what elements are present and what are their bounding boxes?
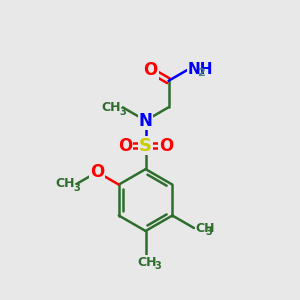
Text: N: N <box>139 112 152 130</box>
Text: 3: 3 <box>119 107 126 117</box>
Text: CH: CH <box>102 101 121 114</box>
Text: NH: NH <box>188 62 213 77</box>
Text: O: O <box>90 163 104 181</box>
Text: O: O <box>118 136 132 154</box>
Text: 3: 3 <box>206 227 213 237</box>
Text: CH: CH <box>196 221 215 235</box>
Text: O: O <box>159 136 173 154</box>
Text: 3: 3 <box>154 261 161 271</box>
Text: 2: 2 <box>197 68 205 78</box>
Text: O: O <box>144 61 158 80</box>
Text: CH: CH <box>56 177 75 190</box>
Text: CH: CH <box>137 256 157 269</box>
Text: S: S <box>139 136 152 154</box>
Text: 3: 3 <box>74 183 80 193</box>
